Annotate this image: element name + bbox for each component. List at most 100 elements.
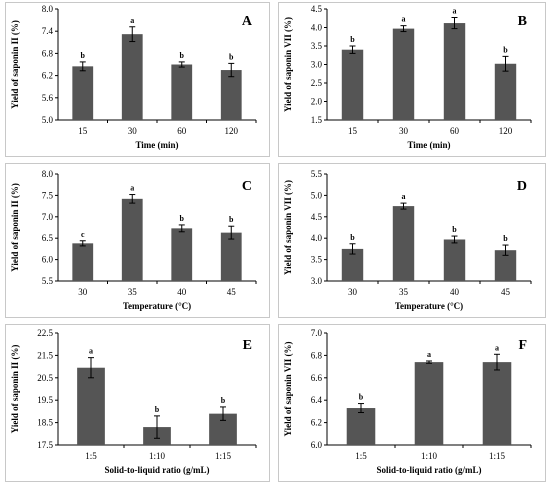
chart-svg-b: 1.5 2.0 2.5 3.0 3.5 4.0 4.5 b 15 a 30 a 60 b 120 Time (… xyxy=(283,4,532,150)
bar xyxy=(346,408,376,445)
bar xyxy=(121,198,143,281)
bar xyxy=(77,367,105,445)
bar xyxy=(341,49,364,121)
bar xyxy=(494,63,517,120)
panel-label: B xyxy=(518,14,527,29)
y-tick-label: 8.0 xyxy=(42,4,54,14)
bar xyxy=(171,228,193,281)
x-tick-label: 1:5 xyxy=(355,451,367,461)
significance-label: a xyxy=(130,184,134,193)
x-tick-label: 45 xyxy=(501,287,511,297)
y-tick-label: 3.5 xyxy=(311,255,323,265)
x-tick-label: 30 xyxy=(128,126,138,136)
chart-svg-d: 3.0 3.5 4.0 4.5 5.0 5.5 b 30 a 35 b 40 b 45 Temperatur… xyxy=(283,169,532,311)
x-tick-label: 1:5 xyxy=(85,451,97,461)
y-tick-label: 4.5 xyxy=(311,212,323,222)
y-tick-label: 3.5 xyxy=(311,41,323,51)
bar xyxy=(171,64,193,120)
y-tick-label: 6.0 xyxy=(311,440,323,450)
y-tick-label: 5.0 xyxy=(42,115,54,125)
x-tick-label: 35 xyxy=(128,287,138,297)
bar xyxy=(220,232,242,281)
significance-label: b xyxy=(81,51,86,60)
x-axis-title: Solid-to-liquid ratio (g/mL) xyxy=(104,465,209,475)
y-tick-label: 2.0 xyxy=(311,97,323,107)
significance-label: a xyxy=(402,15,406,24)
significance-label: b xyxy=(350,35,355,44)
significance-label: b xyxy=(229,52,234,61)
bar xyxy=(443,23,466,121)
chart-svg-c: 5.5 6.0 6.5 7.0 7.5 8.0 c 30 a 35 b 40 b 45 Temperatur… xyxy=(10,169,257,311)
y-tick-label: 3.0 xyxy=(311,276,323,286)
panel-label: F xyxy=(518,338,527,353)
significance-label: b xyxy=(155,405,160,414)
chart-panel-b: 1.5 2.0 2.5 3.0 3.5 4.0 4.5 b 15 a 30 a 60 b 120 Time (… xyxy=(278,2,546,157)
y-tick-label: 20.5 xyxy=(37,373,53,383)
y-tick-label: 5.6 xyxy=(42,93,54,103)
chart-panel-a: 5.0 5.6 6.2 6.8 7.4 8.0 b 15 a 30 b 60 b 120 Time (min… xyxy=(5,2,270,157)
y-tick-label: 6.8 xyxy=(42,48,54,58)
y-axis-title: Yield of saponin II (%) xyxy=(10,20,20,109)
significance-label: b xyxy=(180,214,185,223)
chart-svg-e: 17.5 18.5 19.5 20.5 21.5 22.5 a 1:5 b 1:10 b 1:15 So… xyxy=(10,328,257,475)
significance-label: a xyxy=(130,16,134,25)
significance-label: b xyxy=(503,45,508,54)
y-axis-title: Yield of saponin VII (%) xyxy=(283,17,293,112)
chart-panel-c: 5.5 6.0 6.5 7.0 7.5 8.0 c 30 a 35 b 40 b 45 Temperatur… xyxy=(5,163,270,318)
y-tick-label: 7.0 xyxy=(311,328,323,338)
x-tick-label: 120 xyxy=(499,126,513,136)
x-tick-label: 1:15 xyxy=(215,451,232,461)
bar xyxy=(392,206,415,281)
x-axis-title: Temperature (°C) xyxy=(123,301,191,311)
y-tick-label: 7.5 xyxy=(42,190,54,200)
chart-panel-f: 6.0 6.2 6.4 6.6 6.8 7.0 b 1:5 a 1:10 a 1:15 Solid-to… xyxy=(278,324,546,482)
y-axis-title: Yield of saponin VII (%) xyxy=(283,341,293,436)
y-tick-label: 7.0 xyxy=(42,212,54,222)
x-tick-label: 45 xyxy=(227,287,237,297)
x-tick-label: 15 xyxy=(348,126,358,136)
y-tick-label: 5.0 xyxy=(311,190,323,200)
x-axis-title: Temperature (°C) xyxy=(395,301,463,311)
bar xyxy=(220,70,242,120)
x-axis-title: Time (min) xyxy=(407,140,450,150)
y-tick-label: 8.0 xyxy=(42,169,54,179)
y-tick-label: 6.2 xyxy=(311,418,322,428)
significance-label: b xyxy=(350,233,355,242)
chart-panel-e: 17.5 18.5 19.5 20.5 21.5 22.5 a 1:5 b 1:10 b 1:15 So… xyxy=(5,324,270,482)
panel-label: D xyxy=(517,179,527,194)
x-tick-label: 30 xyxy=(78,287,88,297)
y-axis-title: Yield of saponin II (%) xyxy=(10,183,20,272)
x-axis-title: Time (min) xyxy=(135,140,178,150)
significance-label: a xyxy=(89,347,93,356)
y-tick-label: 6.5 xyxy=(42,233,54,243)
y-tick-label: 19.5 xyxy=(37,395,53,405)
y-tick-label: 5.5 xyxy=(311,169,323,179)
bar xyxy=(414,362,444,445)
y-tick-label: 4.0 xyxy=(311,233,323,243)
significance-label: b xyxy=(221,396,226,405)
y-tick-label: 6.4 xyxy=(311,395,323,405)
significance-label: a xyxy=(427,350,431,359)
x-tick-label: 60 xyxy=(450,126,460,136)
x-tick-label: 40 xyxy=(450,287,460,297)
x-tick-label: 40 xyxy=(177,287,187,297)
significance-label: b xyxy=(180,51,185,60)
y-tick-label: 6.6 xyxy=(311,373,323,383)
y-tick-label: 5.5 xyxy=(42,276,54,286)
x-tick-label: 35 xyxy=(399,287,409,297)
bar xyxy=(443,239,466,281)
panel-label: A xyxy=(242,14,253,29)
chart-panel-d: 3.0 3.5 4.0 4.5 5.0 5.5 b 30 a 35 b 40 b 45 Temperatur… xyxy=(278,163,546,318)
chart-svg-a: 5.0 5.6 6.2 6.8 7.4 8.0 b 15 a 30 b 60 b 120 Time (min… xyxy=(10,4,257,150)
y-tick-label: 4.5 xyxy=(311,4,323,14)
y-tick-label: 4.0 xyxy=(311,23,323,33)
y-tick-label: 6.2 xyxy=(42,71,53,81)
y-tick-label: 1.5 xyxy=(311,115,323,125)
x-tick-label: 60 xyxy=(177,126,187,136)
x-tick-label: 120 xyxy=(225,126,239,136)
x-tick-label: 30 xyxy=(348,287,358,297)
panel-label: E xyxy=(243,338,252,353)
bar xyxy=(72,66,94,120)
y-tick-label: 3.0 xyxy=(311,60,323,70)
x-tick-label: 30 xyxy=(399,126,409,136)
